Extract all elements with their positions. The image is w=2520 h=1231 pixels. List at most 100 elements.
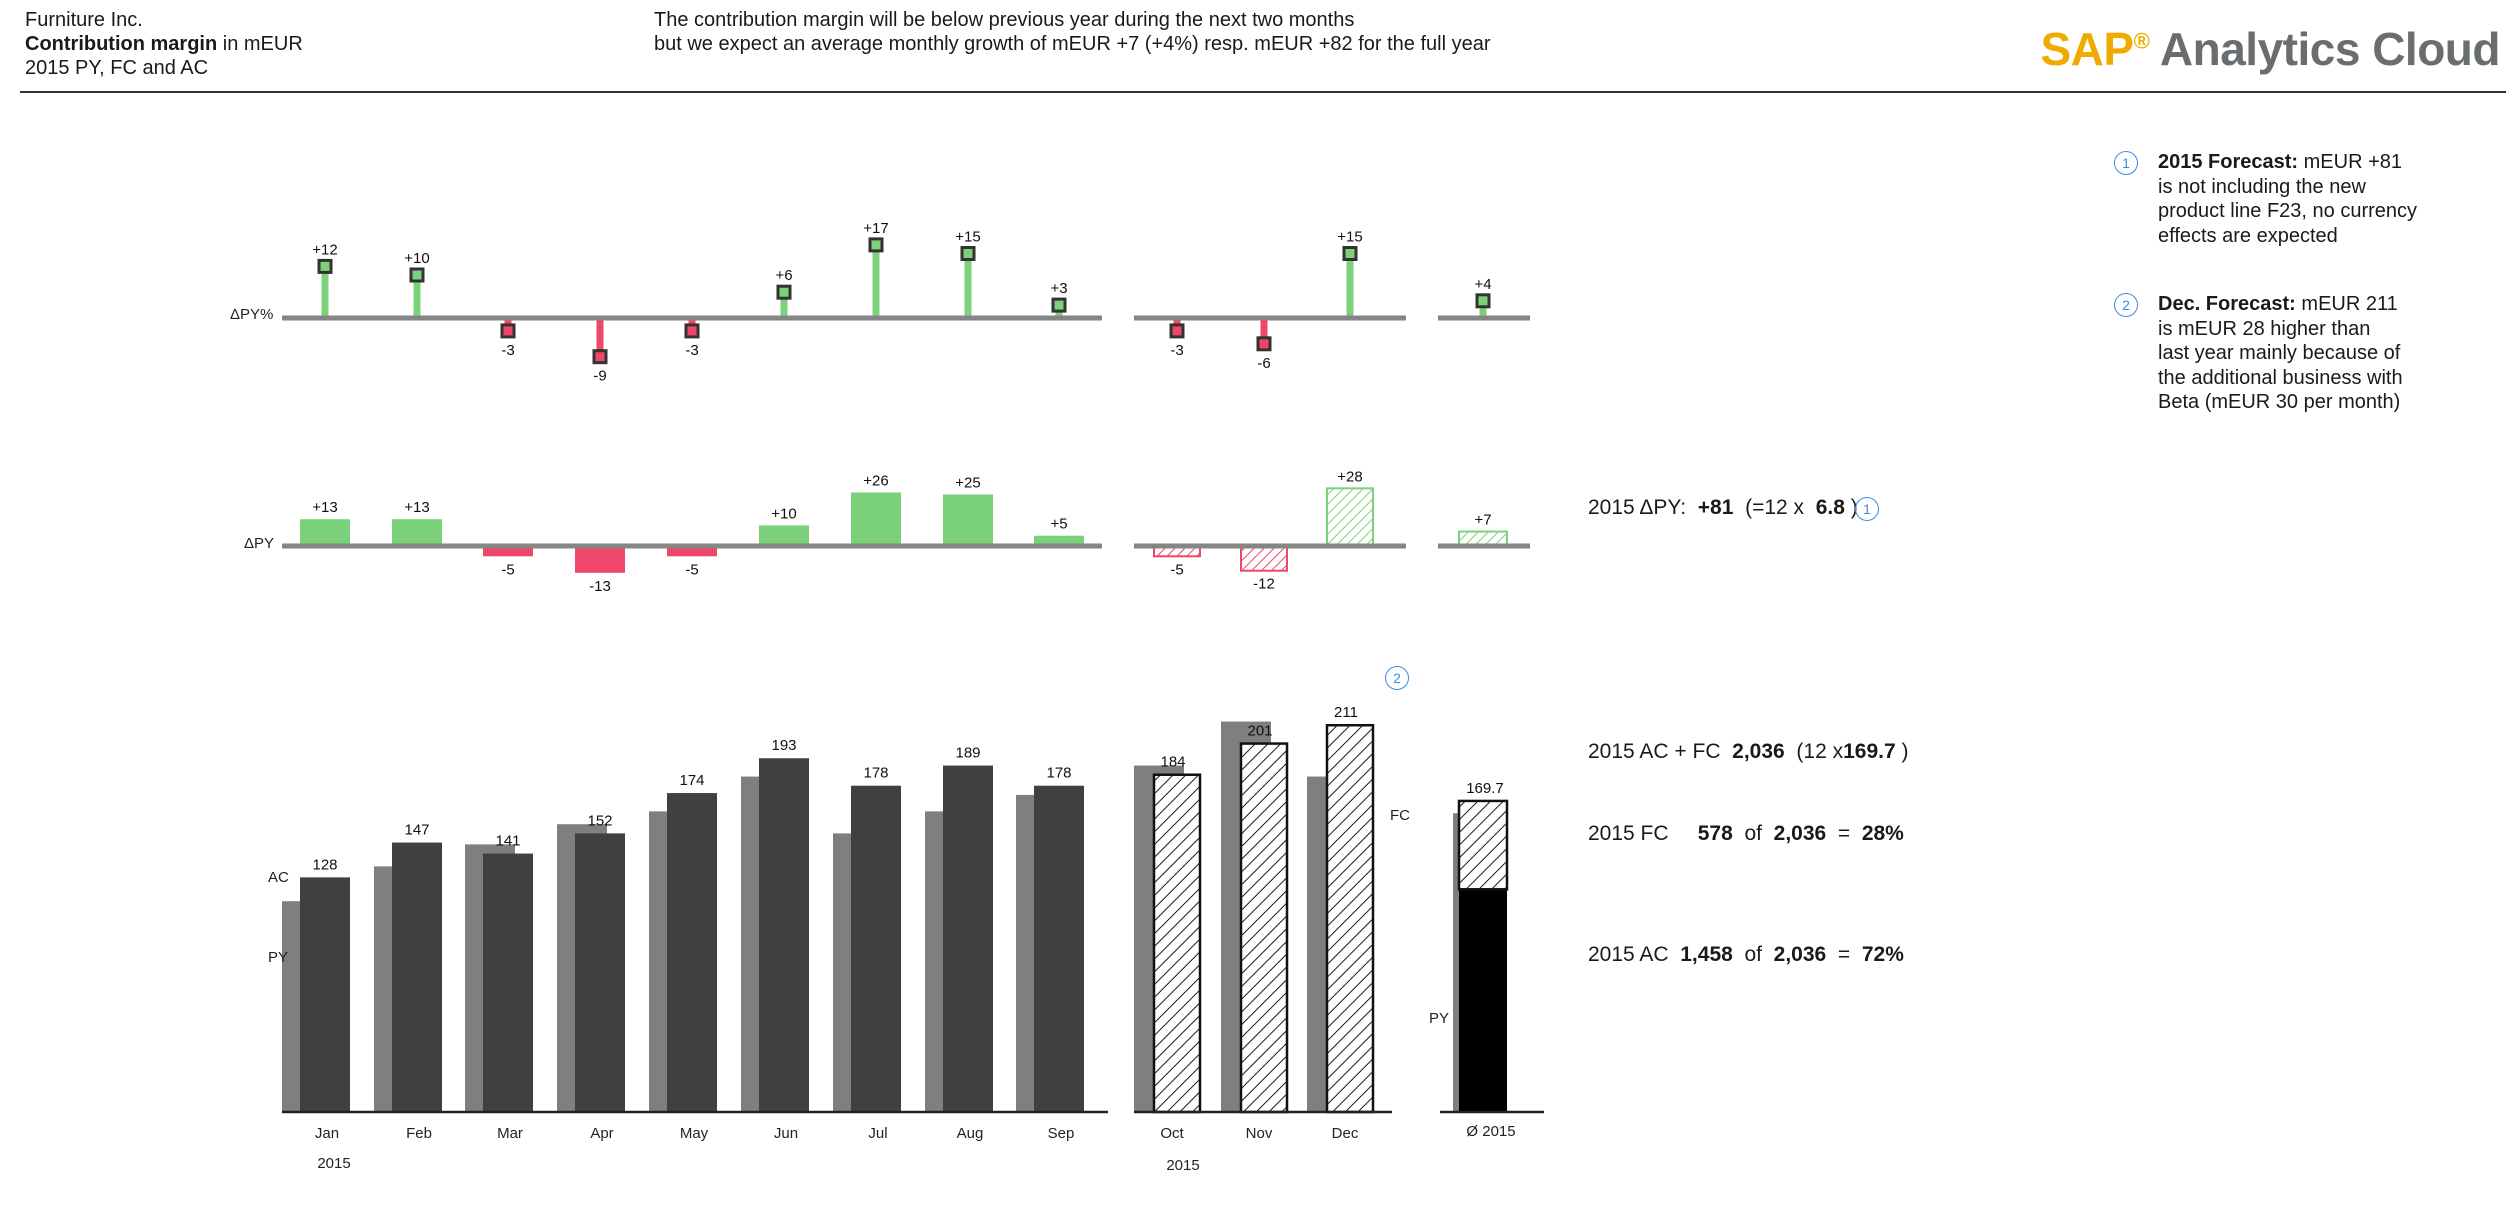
row-label-fc: FC [1390,807,1410,824]
delta-py-chart: +13 +13 -5 -13 -5 +10 +26 +25 +5 -5 -12 +28 +7 ΔPY [244,468,1530,595]
delta-py-label: +5 [1050,516,1067,533]
year-label-actual: 2015 [317,1155,350,1172]
avg-value-label: 169.7 [1466,780,1504,797]
month-label: Jul [868,1125,887,1142]
delta-pct-pin-head [1169,323,1185,339]
note-1: 2015 Forecast: mEUR +81 is not including… [2158,150,2418,248]
delta-pct-label: +10 [404,250,429,267]
delta-pct-label: -3 [685,342,698,359]
logo-analytics-cloud: Analytics Cloud [2159,23,2501,75]
summary-total-open: (12 x [1796,740,1844,763]
row-label-avg-py: PY [1429,1010,1449,1027]
delta-py-label: +26 [863,472,888,489]
delta-pct-pin-head [684,323,700,339]
delta-pct-label: -9 [593,368,606,385]
ac-bar [392,842,442,1112]
note-2-title: Dec. Forecast: [2158,293,2296,315]
header-left: Furniture Inc. Contribution margin in mE… [25,8,303,80]
ac-value-label: 128 [312,856,337,873]
summary-ac-pct: 72% [1861,943,1904,966]
note-2: Dec. Forecast: mEUR 211 is mEUR 28 highe… [2158,292,2418,415]
delta-py-label: +25 [955,475,980,492]
note-1-line: is not including the new [2158,175,2366,198]
delta-pct-label: +15 [1337,229,1362,246]
summary-dpy-close: ) [1850,496,1858,519]
note-2-line: Beta (mEUR 30 per month) [2158,391,2401,413]
delta-py-label: +7 [1474,512,1491,529]
logo-sap: SAP [2040,23,2135,75]
ac-bar [1034,785,1084,1112]
summary-dpy: 2015 ΔPY: +81 (=12 x 6.8 ) [1588,496,1858,520]
delta-py-label: -5 [1170,561,1183,578]
delta-py-bar [943,494,993,546]
ac-value-label: 174 [679,772,704,789]
delta-pct-pin-head [409,267,425,283]
delta-pct-label: +4 [1474,276,1491,293]
delta-py-label: +13 [312,499,337,516]
company-name: Furniture Inc. [25,9,143,31]
delta-pct-pin-head [1256,336,1272,352]
delta-py-label: -5 [501,561,514,578]
note-1-marker: 1 [2114,151,2138,175]
summary-ac-of: of [1744,943,1762,966]
delta-py-bar [667,546,717,557]
row-label-py: PY [268,949,288,966]
delta-pct-pin-head [1475,293,1491,309]
summary-ac-label: 2015 AC [1588,943,1669,966]
year-label-forecast: 2015 [1166,1157,1199,1174]
delta-py-pct-chart: +12 +10 -3 -9 -3 +6 +17 +15 +3 -3 -6 +15 +4 ΔPY% [230,220,1530,385]
ac-bar [483,853,533,1112]
summary-ac: 2015 AC 1,458 of 2,036 = 72% [1588,943,1904,967]
delta-py-bar [392,519,442,546]
summary-dpy-value: +81 [1697,496,1734,519]
ac-py-fc-chart: 128 Jan 147 Feb 141 Mar 152 Apr 174 May 193 Jun 178 J… [268,704,1544,1174]
month-label: Apr [590,1125,613,1142]
fc-value-label: 184 [1160,754,1185,771]
sap-analytics-cloud-logo: SAP® Analytics Cloud [2041,22,2501,76]
ac-value-label: 147 [404,822,429,839]
delta-pct-pin-head [500,323,516,339]
month-label: May [680,1125,709,1142]
avg-ac-bar [1459,889,1507,1112]
note-1-value: mEUR +81 [2303,151,2403,173]
logo-registered: ® [2133,28,2150,54]
note-2-first-line: Dec. Forecast: mEUR 211 [2158,292,2418,317]
month-label: Jan [315,1125,339,1142]
summary-total-close: ) [1901,740,1909,763]
delta-py-bar [1240,545,1288,572]
summary-fc-of: of [1744,822,1762,845]
ac-bar [759,758,809,1112]
delta-py-bar [575,546,625,573]
delta-py-label: -13 [589,578,611,595]
delta-py-bar [483,546,533,557]
month-label: Mar [497,1125,523,1142]
chart-title: Contribution margin in mEUR [25,32,303,56]
delta-py-label: -5 [685,561,698,578]
note-2-marker: 2 [2114,293,2138,317]
note-1-first-line: 2015 Forecast: mEUR +81 [2158,150,2418,175]
delta-py-label: +10 [771,505,796,522]
delta-pct-label: +12 [312,241,337,258]
ac-bar [575,833,625,1112]
fc-value-label: 201 [1247,723,1272,740]
fc-bar [1239,742,1289,1114]
delta-pct-label: -3 [1170,342,1183,359]
delta-py-label: +28 [1337,468,1362,485]
ac-value-label: 141 [495,833,520,850]
summary-fc-label: 2015 FC [1588,822,1669,845]
delta-pct-label: -3 [501,342,514,359]
delta-py-bar [1034,535,1084,546]
avg-fc-bar [1457,799,1509,891]
row-label-delta-py: ΔPY [244,535,274,552]
delta-pct-pin-head [776,284,792,300]
summary-total: 2015 AC + FC 2,036 (12 x169.7 ) [1588,740,1909,764]
summary-fc-eq: = [1837,822,1851,845]
fc-bar [1152,773,1202,1114]
note-2-line: is mEUR 28 higher than [2158,317,2371,340]
summary-fc-value: 578 [1697,822,1733,845]
scenario-label: 2015 PY, FC and AC [25,57,209,79]
marker-1-summary: 1 [1855,497,1879,521]
delta-pct-pin-head [960,246,976,261]
month-label: Nov [1246,1125,1273,1142]
